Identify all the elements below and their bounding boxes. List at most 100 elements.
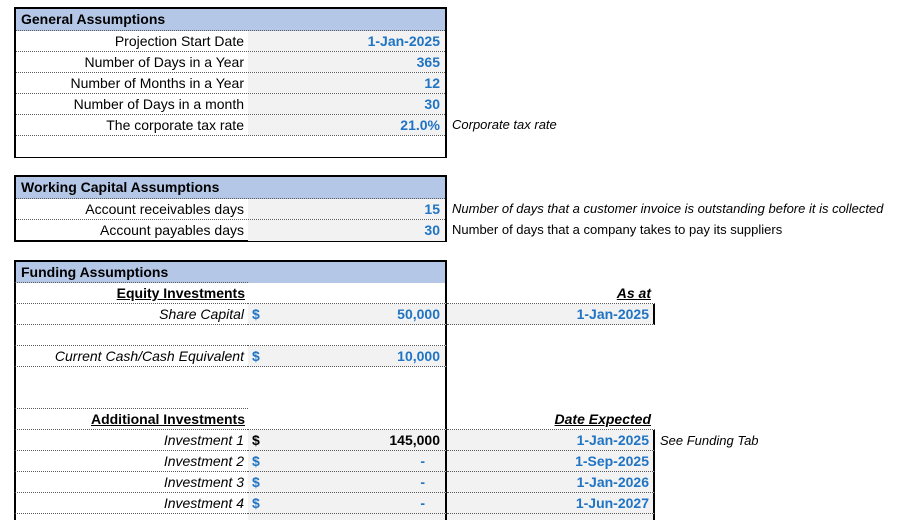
cell-value-investment-3[interactable]: $ - <box>248 472 447 493</box>
amount: 10,000 <box>397 348 440 364</box>
amount: - <box>420 495 425 511</box>
spacer <box>655 325 921 346</box>
spacer <box>248 514 447 520</box>
cell-label-investment-3: Investment 3 <box>14 472 248 493</box>
table-row: The corporate tax rate 21.0% <box>16 115 445 136</box>
spacer <box>655 451 921 472</box>
general-assumptions-table: General Assumptions Projection Start Dat… <box>14 7 447 158</box>
currency-symbol: $ <box>252 474 260 490</box>
note-investment-1: See Funding Tab <box>660 433 759 448</box>
note-receivables-days: Number of days that a customer invoice i… <box>452 201 884 216</box>
table-row: Projection Start Date 1-Jan-2025 <box>16 31 445 52</box>
cell-date-investment-4[interactable]: 1-Jun-2027 <box>447 493 655 514</box>
equity-investments-subheader: Equity Investments <box>14 283 248 304</box>
cell-label-days-in-month: Number of Days in a month <box>73 96 244 112</box>
spacer <box>447 260 655 283</box>
cell-label-investment-1: Investment 1 <box>14 430 248 451</box>
cell-value-corporate-tax-rate[interactable]: 21.0% <box>248 115 445 135</box>
cell-label-investment-4: Investment 4 <box>14 493 248 514</box>
cell-value-months-in-year[interactable]: 12 <box>248 73 445 93</box>
cell-value-days-in-month[interactable]: 30 <box>248 94 445 114</box>
spacer <box>655 409 921 430</box>
table-row: Share Capital $ 50,000 1-Jan-2025 <box>14 304 921 325</box>
spacer <box>655 472 921 493</box>
spacer <box>655 388 921 409</box>
table-row: Account receivables days 15 <box>16 199 445 220</box>
table-row: Investment 4 $ - 1-Jun-2027 <box>14 493 921 514</box>
spacer <box>655 346 921 367</box>
as-at-column-header: As at <box>447 283 655 304</box>
cell-label-months-in-year: Number of Months in a Year <box>70 75 244 91</box>
cell-date-investment-2[interactable]: 1-Sep-2025 <box>447 451 655 472</box>
cell-label-projection-start-date: Projection Start Date <box>114 33 244 49</box>
spacer <box>248 325 447 346</box>
table-row: Current Cash/Cash Equivalent $ 10,000 <box>14 346 921 367</box>
spacer <box>447 325 655 346</box>
currency-symbol: $ <box>252 306 260 322</box>
spacer <box>447 514 655 520</box>
table-row: Investment 1 $ 145,000 1-Jan-2025 See Fu… <box>14 430 921 451</box>
cell-value-investment-4[interactable]: $ - <box>248 493 447 514</box>
cell-value-investment-2[interactable]: $ - <box>248 451 447 472</box>
cell-value-days-in-year[interactable]: 365 <box>248 52 445 72</box>
amount: 50,000 <box>397 306 440 322</box>
cell-label-days-in-year: Number of Days in a Year <box>84 54 244 70</box>
currency-symbol: $ <box>252 453 260 469</box>
empty-row <box>14 388 921 409</box>
spacer <box>248 283 447 304</box>
empty-row <box>16 136 445 157</box>
spacer <box>248 409 447 430</box>
table-row: Investment 3 $ - 1-Jan-2026 <box>14 472 921 493</box>
cell-value-current-cash[interactable]: $ 10,000 <box>248 346 447 367</box>
empty-row <box>14 325 921 346</box>
cell-value-investment-1[interactable]: $ 145,000 <box>248 430 447 451</box>
cell-label-corporate-tax-rate: The corporate tax rate <box>106 117 244 133</box>
note-payables-days: Number of days that a company takes to p… <box>452 222 783 237</box>
funding-assumptions-table: Funding Assumptions Equity Investments A… <box>14 260 921 520</box>
amount: - <box>420 474 425 490</box>
funding-assumptions-header: Funding Assumptions <box>14 260 248 283</box>
spacer <box>14 388 248 409</box>
cell-date-investment-1[interactable]: 1-Jan-2025 <box>447 430 655 451</box>
spacer <box>248 367 447 388</box>
cell-label-investment-2: Investment 2 <box>14 451 248 472</box>
table-row: Number of Days in a Year 365 <box>16 52 445 73</box>
date-expected-column-header: Date Expected <box>447 409 655 430</box>
spacer <box>655 283 921 304</box>
table-row: Equity Investments As at <box>14 283 921 304</box>
empty-row <box>14 514 921 520</box>
cell-label-share-capital: Share Capital <box>14 304 248 325</box>
cell-value-share-capital[interactable]: $ 50,000 <box>248 304 447 325</box>
amount: 145,000 <box>389 432 440 448</box>
spacer <box>447 388 655 409</box>
cell-date-investment-3[interactable]: 1-Jan-2026 <box>447 472 655 493</box>
spacer <box>14 514 248 520</box>
working-capital-table: Working Capital Assumptions Account rece… <box>14 175 447 242</box>
cell-value-payables-days[interactable]: 30 <box>248 220 445 241</box>
spacer <box>14 325 248 346</box>
additional-investments-subheader: Additional Investments <box>14 409 248 430</box>
cell-value-projection-start-date[interactable]: 1-Jan-2025 <box>248 31 445 51</box>
spacer <box>655 367 921 388</box>
spacer <box>655 493 921 514</box>
table-row: Funding Assumptions <box>14 260 921 283</box>
spacer <box>655 304 921 325</box>
working-capital-header: Working Capital Assumptions <box>16 177 445 199</box>
cell-date-share-capital[interactable]: 1-Jan-2025 <box>447 304 655 325</box>
spacer <box>14 367 248 388</box>
cell-label-current-cash: Current Cash/Cash Equivalent <box>14 346 248 367</box>
currency-symbol: $ <box>252 495 260 511</box>
cell-label-payables-days: Account payables days <box>100 222 244 238</box>
table-row: Investment 2 $ - 1-Sep-2025 <box>14 451 921 472</box>
spacer <box>655 514 921 520</box>
table-row: Account payables days 30 <box>16 220 445 241</box>
spacer <box>655 260 921 283</box>
spacer <box>248 388 447 409</box>
cell-label-receivables-days: Account receivables days <box>85 201 244 217</box>
table-row: Number of Days in a month 30 <box>16 94 445 115</box>
currency-symbol: $ <box>252 348 260 364</box>
cell-value-receivables-days[interactable]: 15 <box>248 199 445 219</box>
spacer <box>447 346 655 367</box>
currency-symbol: $ <box>252 432 260 448</box>
